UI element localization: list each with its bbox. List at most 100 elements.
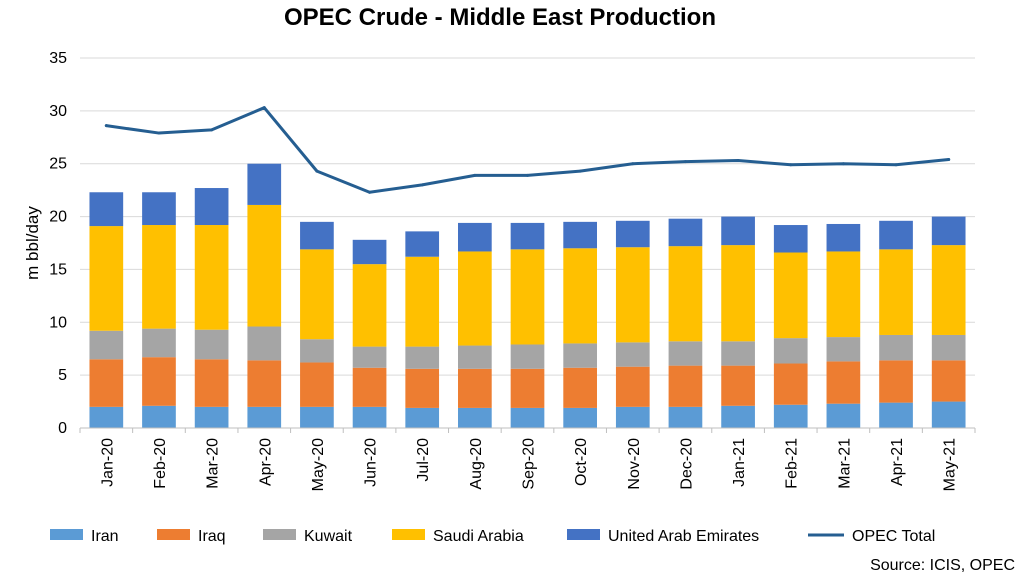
bar-segment — [563, 343, 597, 368]
bar-segment — [773, 338, 808, 364]
legend-swatch — [392, 529, 425, 540]
legend-label: Saudi Arabia — [433, 528, 524, 545]
bar-segment — [826, 337, 861, 362]
bar-segment — [458, 368, 492, 408]
bar-segment — [563, 221, 597, 249]
bar-segment — [615, 247, 650, 343]
bar-segment — [615, 366, 650, 407]
y-tick-label: 15 — [49, 261, 67, 278]
y-tick-label: 30 — [49, 103, 67, 120]
bar-segment — [773, 363, 808, 405]
x-tick-label: Aug-20 — [468, 438, 485, 490]
bar-segment — [194, 329, 229, 360]
bar-segment — [89, 192, 124, 227]
y-tick-label: 20 — [49, 209, 67, 226]
bar-segment — [931, 360, 966, 402]
legend-label: OPEC Total — [852, 528, 935, 545]
bar-segment — [879, 220, 913, 250]
line-point — [210, 128, 214, 132]
bar-segment — [510, 249, 545, 345]
bar-segment — [721, 245, 755, 342]
bar-segment — [931, 216, 966, 246]
bar-segment — [142, 225, 176, 329]
bar-segment — [194, 359, 229, 407]
line-point — [578, 169, 582, 173]
bar-segment — [247, 326, 282, 361]
bar-segment — [458, 407, 492, 428]
bar-segment — [773, 252, 808, 339]
y-tick-label: 5 — [58, 367, 67, 384]
bar-segment — [668, 246, 703, 342]
line-point — [894, 163, 898, 167]
bar-segment — [352, 346, 387, 368]
bar-segment — [458, 251, 492, 346]
x-tick-label: Mar-21 — [836, 438, 853, 489]
bar-segment — [826, 223, 861, 252]
bar-segment — [352, 406, 387, 428]
bar-segment — [458, 222, 492, 252]
bar-segment — [721, 365, 755, 406]
x-tick-label: Oct-20 — [573, 438, 590, 486]
bar-segment — [142, 192, 176, 226]
bar-segment — [142, 328, 176, 358]
y-tick-label: 25 — [49, 156, 67, 173]
line-point — [947, 157, 951, 161]
bar-segment — [668, 365, 703, 407]
bar-segment — [405, 256, 440, 347]
bar-segment — [247, 406, 282, 428]
chart-title: OPEC Crude - Middle East Production — [284, 4, 716, 31]
legend-swatch — [567, 529, 600, 540]
legend-label: Iraq — [198, 528, 226, 545]
legend-swatch — [263, 529, 296, 540]
source-note: Source: ICIS, OPEC — [870, 557, 1015, 574]
y-tick-label: 35 — [49, 50, 67, 67]
bar-segment — [142, 405, 176, 428]
bar-segment — [563, 248, 597, 344]
bar-segment — [931, 334, 966, 361]
line-point — [736, 159, 740, 163]
bar-segment — [510, 222, 545, 250]
bar-segment — [142, 357, 176, 406]
bar-segment — [879, 249, 913, 335]
line-point — [789, 163, 793, 167]
bar-segment — [300, 406, 334, 428]
bar-segment — [89, 226, 124, 331]
legend-swatch — [50, 529, 83, 540]
y-axis-ticks: 0 5 10 15 20 25 30 35 — [49, 50, 67, 437]
x-axis-ticks: Jan-20 Feb-20 Mar-20 Apr-20 May-20 Jun-20 Jul-… — [79, 428, 976, 491]
bar-segment — [668, 218, 703, 247]
bar-segment — [773, 404, 808, 428]
line-point — [368, 190, 372, 194]
bar-segment — [879, 334, 913, 361]
bar-segment — [615, 342, 650, 367]
x-tick-label: May-21 — [942, 438, 959, 491]
line-point — [315, 169, 319, 173]
x-tick-label: Jul-20 — [415, 438, 432, 482]
bar-segment — [721, 341, 755, 366]
bar-segment — [615, 406, 650, 428]
bar-segment — [668, 406, 703, 428]
bar-segment — [721, 216, 755, 246]
bar-segment — [247, 163, 282, 205]
bar-segment — [194, 225, 229, 330]
line-point — [473, 173, 477, 177]
bar-segment — [563, 367, 597, 408]
x-tick-label: Jun-20 — [363, 438, 380, 487]
bar-segment — [194, 406, 229, 428]
line-point — [841, 162, 845, 166]
x-tick-label: Jan-21 — [731, 438, 748, 487]
line-point — [420, 183, 424, 187]
line-point — [526, 173, 529, 177]
bar-segment — [194, 188, 229, 226]
line-point — [631, 162, 635, 166]
bar-segment — [931, 245, 966, 335]
bar-segment — [352, 264, 387, 347]
bar-segment — [510, 407, 545, 428]
y-tick-label: 10 — [49, 314, 67, 331]
line-point — [104, 124, 108, 128]
bar-segment — [879, 360, 913, 403]
bar-segment — [615, 220, 650, 248]
bar-segment — [300, 362, 334, 407]
bar-segment — [89, 406, 124, 428]
